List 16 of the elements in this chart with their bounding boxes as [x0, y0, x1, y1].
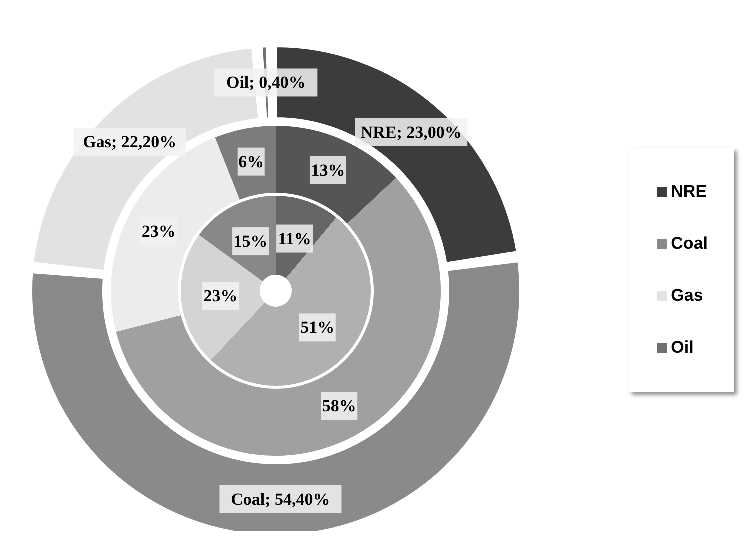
legend-label: NRE [671, 182, 708, 202]
data-label: 11% [278, 229, 312, 248]
data-label: 58% [322, 396, 356, 416]
data-label: 13% [311, 160, 346, 180]
data-label: Gas; 22,20% [83, 132, 177, 152]
data-label: Oil; 0,40% [226, 73, 306, 92]
data-label: 51% [300, 318, 335, 338]
data-label: 15% [234, 232, 268, 252]
legend-label: Oil [671, 338, 694, 358]
data-label: 23% [204, 286, 238, 306]
data-label: Coal; 54,40% [231, 490, 330, 509]
data-label: 23% [142, 222, 176, 241]
legend-label: Gas [671, 286, 704, 306]
legend-label: Coal [671, 234, 708, 254]
data-label: 6% [238, 152, 264, 172]
data-label: NRE; 23,00% [360, 122, 462, 142]
